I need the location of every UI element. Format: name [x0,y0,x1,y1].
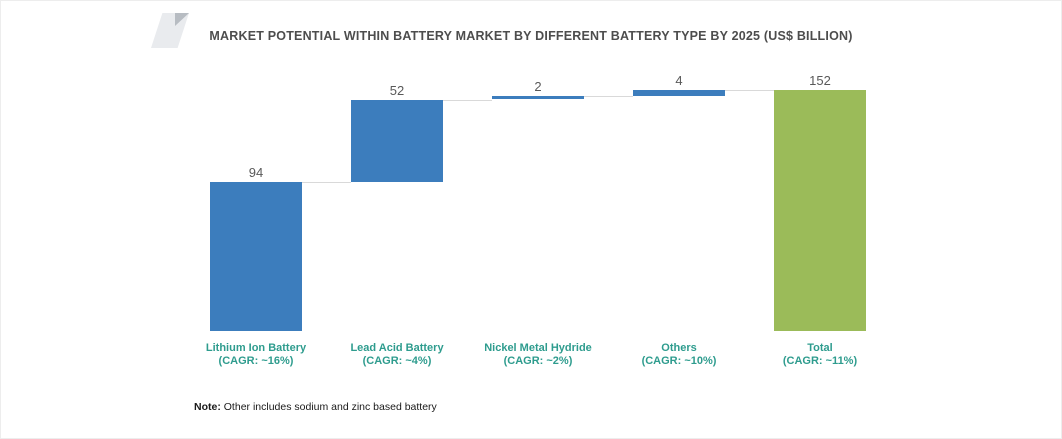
bar-lead-acid-battery [351,99,443,182]
connector-line [725,90,774,91]
value-label-lithium-ion-battery: 94 [248,164,264,180]
category-cagr: (CAGR: ~10%) [641,355,717,367]
connector-line [302,181,351,183]
category-label-nickel-metal-hydride: Nickel Metal Hydride (CAGR: ~2%) [484,342,592,368]
connector-line [443,99,492,101]
chart-title: MARKET POTENTIAL WITHIN BATTERY MARKET B… [209,29,853,43]
category-name: Lead Acid Battery [350,342,444,354]
category-label-total: Total (CAGR: ~11%) [783,342,857,368]
note-text: Other includes sodium and zinc based bat… [223,401,437,413]
bar-lithium-ion-battery [210,181,302,331]
connector-line [584,96,633,98]
category-name: Lithium Ion Battery [205,342,307,354]
category-label-others: Others (CAGR: ~10%) [642,342,717,368]
bar-nickel-metal-hydride [492,96,584,100]
category-name: Total [807,342,833,354]
value-label-nickel-metal-hydride: 2 [534,79,542,95]
category-cagr: (CAGR: ~2%) [503,355,573,367]
category-name: Nickel Metal Hydride [484,342,592,354]
corner-decoration [151,13,189,48]
value-label-lead-acid-battery: 52 [389,82,405,98]
bar-total [774,90,866,331]
category-cagr: (CAGR: ~4%) [362,355,432,367]
category-label-lead-acid-battery: Lead Acid Battery (CAGR: ~4%) [350,342,443,368]
value-label-total: 152 [809,73,831,88]
note-label: Note: [194,401,221,413]
category-cagr: (CAGR: ~11%) [782,355,858,367]
category-name: Others [661,342,697,354]
note: Note: Other includes sodium and zinc bas… [194,401,437,413]
category-cagr: (CAGR: ~16%) [218,355,294,367]
category-label-lithium-ion-battery: Lithium Ion Battery (CAGR: ~16%) [206,342,306,368]
bar-others [633,90,725,97]
value-label-others: 4 [675,73,683,88]
